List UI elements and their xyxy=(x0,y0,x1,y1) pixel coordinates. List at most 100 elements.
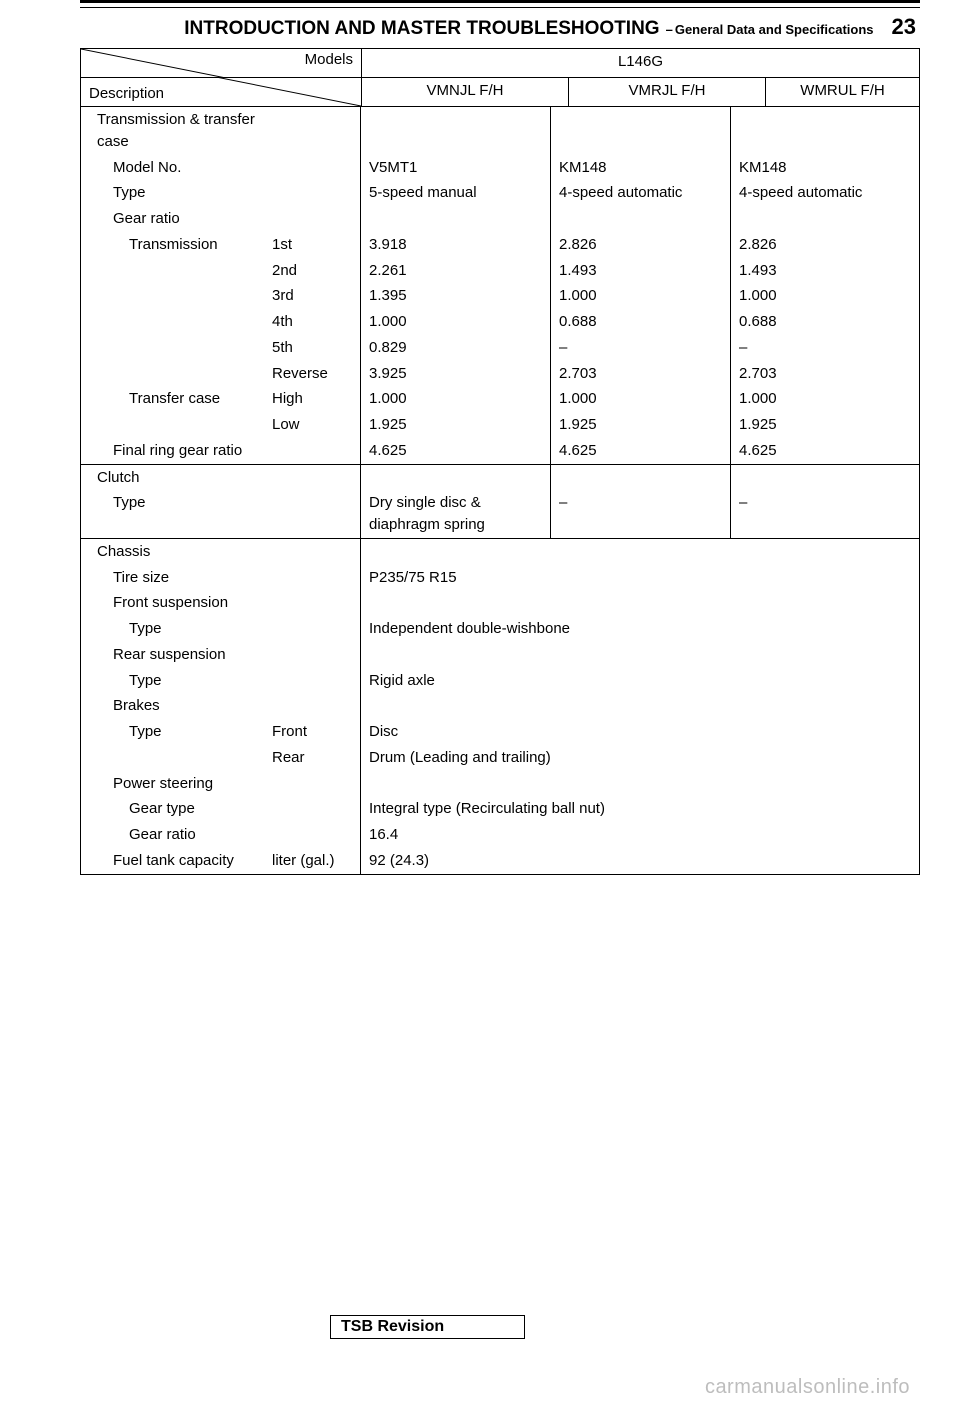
value-c: 1.925 xyxy=(731,412,919,438)
table-row: Model No.V5MT1KM148KM148 xyxy=(81,155,919,181)
desc-cell: Gear type xyxy=(81,796,361,822)
desc-cell: Low xyxy=(81,412,361,438)
value-a: 4.625 xyxy=(361,438,551,464)
table-row: Power steering xyxy=(81,771,919,797)
value-span: Rigid axle xyxy=(361,668,919,694)
value-a xyxy=(361,465,551,491)
desc-sublabel xyxy=(272,541,352,563)
value-c xyxy=(731,107,919,155)
table-row: Gear typeIntegral type (Recirculating ba… xyxy=(81,796,919,822)
desc-sublabel: 1st xyxy=(272,234,352,256)
desc-label: Type xyxy=(89,618,272,640)
desc-label: Tire size xyxy=(89,567,272,589)
top-rule xyxy=(80,0,920,8)
table-row: TypeIndependent double-wishbone xyxy=(81,616,919,642)
table-row: Transmission & transfer case xyxy=(81,107,919,155)
value-a: 3.925 xyxy=(361,361,551,387)
value-span xyxy=(361,642,919,668)
value-b: – xyxy=(551,490,731,538)
value-b: 1.493 xyxy=(551,258,731,284)
value-a: 1.000 xyxy=(361,309,551,335)
desc-cell: Type xyxy=(81,180,361,206)
desc-cell: Type xyxy=(81,616,361,642)
value-a: 1.395 xyxy=(361,283,551,309)
table-row: Brakes xyxy=(81,693,919,719)
spec-table: Models L146G Description VMNJL F/H VMRJL… xyxy=(80,48,920,875)
col-b-head: VMRJL F/H xyxy=(569,78,766,107)
value-b xyxy=(551,206,731,232)
section-block: ClutchTypeDry single disc & diaphragm sp… xyxy=(81,464,919,538)
desc-sublabel: High xyxy=(272,388,352,410)
desc-cell: Fuel tank capacityliter (gal.) xyxy=(81,848,361,874)
page-number: 23 xyxy=(892,14,916,40)
desc-sublabel xyxy=(272,798,352,820)
desc-cell: Type xyxy=(81,490,361,538)
value-b: 4.625 xyxy=(551,438,731,464)
table-row: Final ring gear ratio4.6254.6254.625 xyxy=(81,438,919,464)
desc-header-cell: Description xyxy=(81,78,362,107)
desc-cell: Gear ratio xyxy=(81,206,361,232)
desc-sublabel xyxy=(272,824,352,846)
desc-sublabel: Low xyxy=(272,414,352,436)
desc-cell: Chassis xyxy=(81,539,361,565)
desc-cell: Clutch xyxy=(81,465,361,491)
value-b: 1.925 xyxy=(551,412,731,438)
desc-label xyxy=(89,285,272,307)
col-a-head: VMNJL F/H xyxy=(362,78,569,107)
desc-label: Brakes xyxy=(89,695,272,717)
desc-cell: Type xyxy=(81,668,361,694)
value-b: KM148 xyxy=(551,155,731,181)
desc-label xyxy=(89,747,272,769)
table-row: Reverse3.9252.7032.703 xyxy=(81,361,919,387)
table-row: TypeFrontDisc xyxy=(81,719,919,745)
desc-sublabel: 2nd xyxy=(272,260,352,282)
desc-cell: Model No. xyxy=(81,155,361,181)
value-c xyxy=(731,465,919,491)
value-c: 1.493 xyxy=(731,258,919,284)
desc-label: Type xyxy=(89,182,272,204)
desc-sublabel xyxy=(272,695,352,717)
table-row: Gear ratio16.4 xyxy=(81,822,919,848)
desc-cell: Brakes xyxy=(81,693,361,719)
desc-label: Gear ratio xyxy=(89,208,272,230)
value-c: 2.703 xyxy=(731,361,919,387)
desc-label: Final ring gear ratio xyxy=(89,440,272,462)
table-row: Clutch xyxy=(81,465,919,491)
desc-cell: 3rd xyxy=(81,283,361,309)
sections-host: Transmission & transfer caseModel No.V5M… xyxy=(81,107,920,875)
desc-label: Transmission xyxy=(89,234,272,256)
table-row: Gear ratio xyxy=(81,206,919,232)
desc-sublabel: Front xyxy=(272,721,352,743)
desc-label: Gear ratio xyxy=(89,824,272,846)
desc-sublabel xyxy=(272,773,352,795)
watermark: carmanualsonline.info xyxy=(705,1376,910,1399)
desc-label xyxy=(89,363,272,385)
value-b: 4-speed automatic xyxy=(551,180,731,206)
value-b xyxy=(551,465,731,491)
value-c: 2.826 xyxy=(731,232,919,258)
table-row: RearDrum (Leading and trailing) xyxy=(81,745,919,771)
desc-cell: Rear suspension xyxy=(81,642,361,668)
desc-cell: 5th xyxy=(81,335,361,361)
desc-label: Clutch xyxy=(89,467,272,489)
value-span xyxy=(361,693,919,719)
desc-label: Type xyxy=(89,670,272,692)
desc-cell: 4th xyxy=(81,309,361,335)
value-c: KM148 xyxy=(731,155,919,181)
description-label: Description xyxy=(89,85,164,102)
header-dash: – xyxy=(666,22,673,37)
value-c: 4-speed automatic xyxy=(731,180,919,206)
desc-cell: Reverse xyxy=(81,361,361,387)
desc-label: Front suspension xyxy=(89,592,272,614)
value-a: 0.829 xyxy=(361,335,551,361)
table-row: Rear suspension xyxy=(81,642,919,668)
desc-cell: Transmission & transfer case xyxy=(81,107,361,155)
value-c: 1.000 xyxy=(731,283,919,309)
header-subtitle: General Data and Specifications xyxy=(675,22,874,37)
table-row: 4th1.0000.6880.688 xyxy=(81,309,919,335)
desc-cell: Final ring gear ratio xyxy=(81,438,361,464)
value-a xyxy=(361,206,551,232)
value-span: P235/75 R15 xyxy=(361,565,919,591)
desc-sublabel xyxy=(272,592,352,614)
desc-sublabel xyxy=(272,208,352,230)
